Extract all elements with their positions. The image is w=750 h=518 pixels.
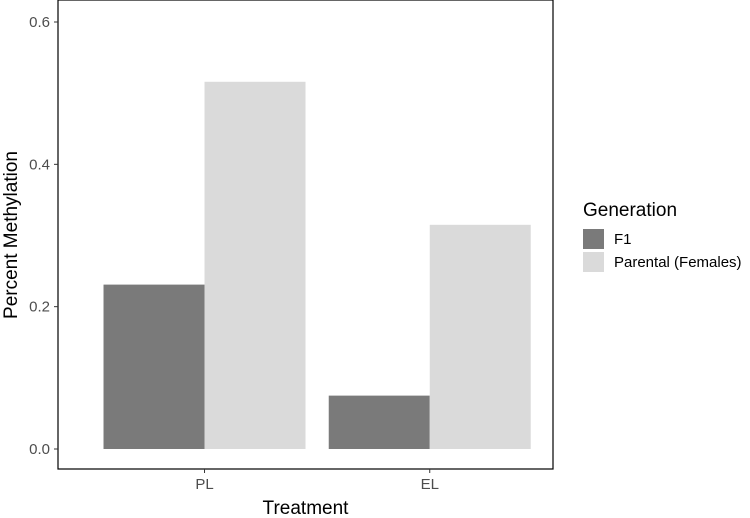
y-tick-label: 0.0 xyxy=(29,441,50,458)
x-axis: PL EL xyxy=(195,469,439,493)
bar-pl-parental-females xyxy=(204,81,306,449)
legend-label-1: F1 xyxy=(614,231,632,248)
y-tick-label: 0.4 xyxy=(29,156,50,173)
legend-title: Generation xyxy=(583,200,677,221)
y-axis-title: Percent Methylation xyxy=(1,151,22,319)
legend-label-2: Parental (Females) xyxy=(614,254,742,271)
y-tick-label: 0.2 xyxy=(29,299,50,316)
y-axis: 0.0 0.2 0.4 0.6 xyxy=(29,14,58,458)
x-tick-label: EL xyxy=(421,476,439,493)
bars-group xyxy=(103,81,531,449)
bar-pl-f1 xyxy=(103,284,205,449)
legend: Generation F1 Parental (Females) xyxy=(583,200,742,272)
x-tick-label: PL xyxy=(195,476,213,493)
bar-el-f1 xyxy=(328,395,430,449)
legend-key-1 xyxy=(583,229,604,249)
bar-el-parental-females xyxy=(429,224,531,449)
legend-key-2 xyxy=(583,252,604,272)
y-tick-label: 0.6 xyxy=(29,14,50,31)
x-axis-title: Treatment xyxy=(263,498,350,518)
